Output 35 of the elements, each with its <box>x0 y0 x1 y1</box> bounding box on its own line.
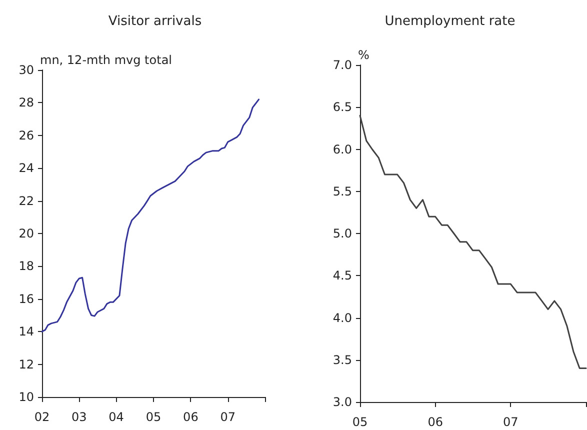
y-tick-label: 14 <box>18 324 34 339</box>
line-series <box>41 98 260 332</box>
y-tick-label: 24 <box>18 161 34 176</box>
x-tick-label: 05 <box>352 415 368 429</box>
y-tick-label: 20 <box>18 226 34 240</box>
chart-title: Unemployment rate <box>384 14 516 29</box>
x-tick-label: 05 <box>146 410 162 424</box>
x-tick-label: 07 <box>220 410 236 424</box>
y-tick-label: 4.5 <box>332 268 352 283</box>
x-tick-label: 04 <box>108 410 124 424</box>
y-tick-label: 5.0 <box>332 226 352 240</box>
y-tick-label: 28 <box>18 96 34 110</box>
x-tick-label: 02 <box>34 410 50 424</box>
y-axis-title: mn, 12-mth mvg total <box>40 53 172 67</box>
x-tick-label: 06 <box>428 415 443 429</box>
y-axis-title: % <box>358 48 370 62</box>
y-tick-label: 30 <box>18 63 34 77</box>
line-series <box>359 114 587 370</box>
y-tick-label: 4.0 <box>332 310 352 325</box>
y-tick-label: 6.0 <box>332 142 352 156</box>
y-tick-label: 5.5 <box>332 184 352 198</box>
y-tick-label: 26 <box>18 128 34 142</box>
y-tick-label: 10 <box>18 390 34 404</box>
y-tick-label: 18 <box>18 259 34 274</box>
y-tick-label: 3.5 <box>332 352 352 367</box>
y-tick-label: 6.5 <box>332 100 352 114</box>
y-tick-label: 7.0 <box>332 58 352 72</box>
y-tick-label: 3.0 <box>332 395 352 409</box>
x-tick-label: 07 <box>503 415 518 429</box>
y-tick-label: 12 <box>18 357 34 372</box>
x-tick-label: 03 <box>72 410 87 424</box>
x-tick-label: 06 <box>183 410 198 424</box>
y-tick-label: 22 <box>18 194 34 208</box>
chart-title: Visitor arrivals <box>108 14 202 29</box>
y-tick-label: 16 <box>18 292 34 306</box>
